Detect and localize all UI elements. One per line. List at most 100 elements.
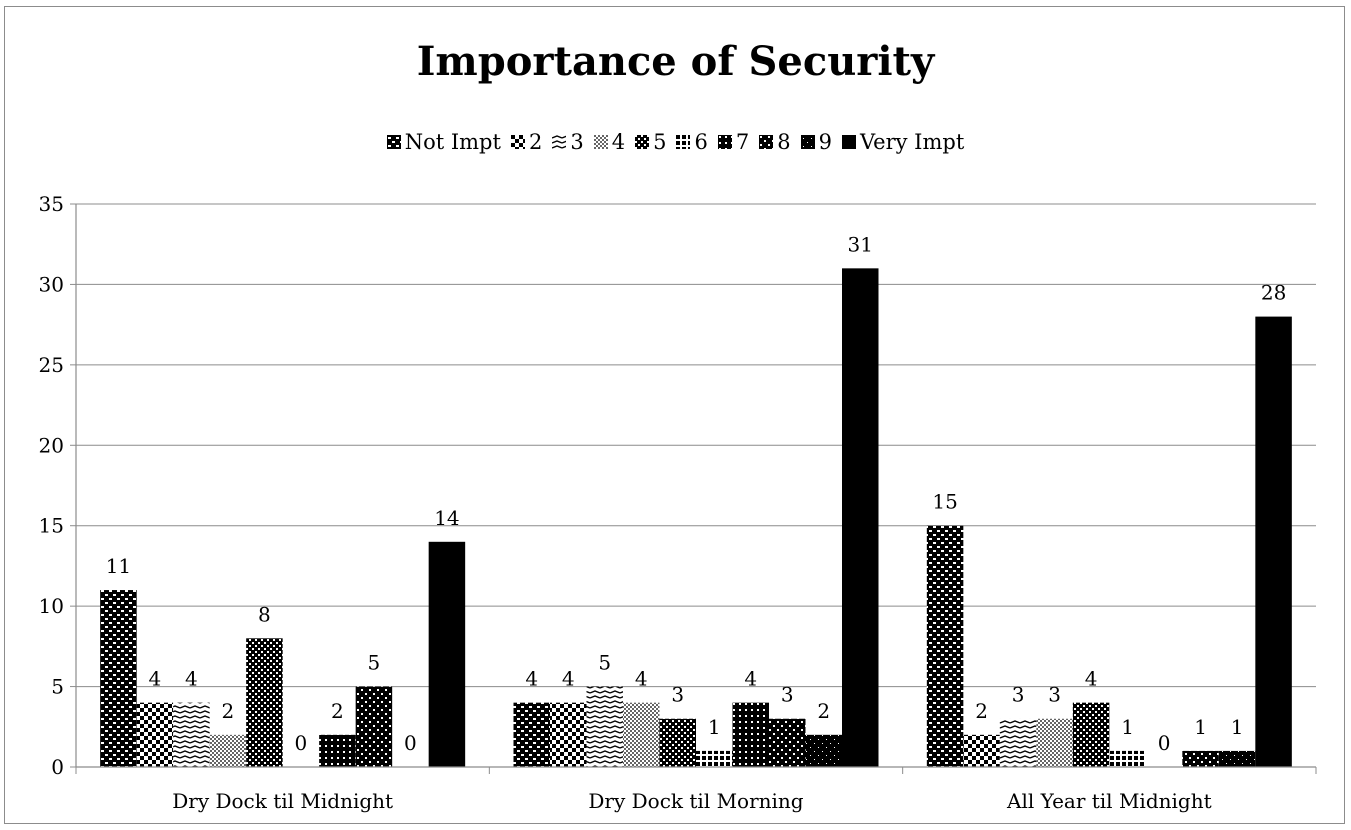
data-label: 4 <box>149 667 162 691</box>
legend-swatch <box>593 135 608 149</box>
bar <box>963 734 1000 767</box>
bar <box>209 734 247 767</box>
data-label: 5 <box>598 651 611 675</box>
legend-label: 5 <box>653 130 667 154</box>
data-label: 5 <box>368 651 381 675</box>
legend-swatch <box>676 135 691 149</box>
category-label: All Year til Midnight <box>1006 789 1212 813</box>
legend: Not Impt 2 3 4 5 6 7 8 9 Very Impt <box>0 130 1351 154</box>
bar <box>173 702 210 767</box>
legend-item: 6 <box>676 130 708 154</box>
axes <box>75 204 1317 774</box>
data-label: 4 <box>1085 667 1098 691</box>
bars <box>100 268 1292 767</box>
data-label: 1 <box>1194 715 1207 739</box>
data-label: 3 <box>1012 683 1025 707</box>
y-tick-label: 0 <box>51 755 64 779</box>
y-tick-label: 5 <box>51 675 64 699</box>
legend-swatch <box>552 135 567 149</box>
legend-label: 9 <box>818 130 832 154</box>
bar <box>623 702 660 767</box>
legend-swatch <box>635 135 650 149</box>
y-tick-label: 35 <box>39 192 64 216</box>
data-label: 4 <box>185 667 198 691</box>
legend-label: 2 <box>528 130 543 154</box>
y-tick-label: 20 <box>39 433 64 457</box>
data-label: 1 <box>708 715 721 739</box>
bar <box>136 702 174 767</box>
data-label: 28 <box>1261 281 1286 305</box>
data-label: 2 <box>331 699 344 723</box>
legend-swatch <box>800 135 815 149</box>
chart-frame <box>4 6 1345 824</box>
bar <box>1109 750 1146 767</box>
bar <box>842 268 879 767</box>
data-label: 11 <box>106 554 131 578</box>
data-label: 2 <box>222 699 235 723</box>
data-label: 15 <box>932 490 957 514</box>
legend-item: Not Impt <box>386 130 501 154</box>
legend-item: 2 <box>510 130 543 154</box>
bar <box>246 638 283 767</box>
legend-item: 4 <box>593 130 626 154</box>
data-label: 3 <box>671 683 684 707</box>
category-labels: Dry Dock til Midnight Dry Dock til Mornin… <box>172 789 1211 813</box>
bar <box>696 750 733 767</box>
bar <box>319 734 356 767</box>
data-label: 4 <box>562 667 575 691</box>
bar <box>100 590 137 767</box>
y-tick-label: 15 <box>39 514 64 538</box>
legend-item: 8 <box>759 130 791 154</box>
legend-label: 4 <box>611 130 626 154</box>
legend-label: 6 <box>694 130 708 154</box>
category-label: Dry Dock til Morning <box>588 789 803 813</box>
bar <box>769 718 806 767</box>
data-label: 0 <box>404 731 417 755</box>
bar <box>732 702 769 767</box>
data-label: 31 <box>848 232 873 256</box>
bar <box>1036 718 1073 767</box>
category-label: Dry Dock til Midnight <box>172 789 393 813</box>
legend-item: 9 <box>800 130 832 154</box>
bar <box>1218 750 1256 767</box>
data-label: 3 <box>1048 683 1061 707</box>
legend-swatch <box>717 135 732 149</box>
bar <box>513 702 550 767</box>
legend-item: 7 <box>717 130 750 154</box>
bar <box>550 702 587 767</box>
legend-item: 3 <box>552 130 584 154</box>
bar <box>586 686 623 767</box>
legend-swatch <box>759 135 774 149</box>
bar <box>999 718 1037 767</box>
legend-swatch <box>386 135 401 149</box>
y-axis-ticks: 0 5 10 15 20 25 30 35 <box>39 192 76 779</box>
data-label: 0 <box>295 731 308 755</box>
bar <box>1072 702 1110 767</box>
legend-swatch <box>510 135 525 149</box>
data-label: 2 <box>817 699 830 723</box>
legend-label: 3 <box>570 130 584 154</box>
legend-label: Not Impt <box>404 130 501 154</box>
data-label: 1 <box>1231 715 1244 739</box>
y-tick-label: 10 <box>39 594 64 618</box>
legend-label: 8 <box>777 130 791 154</box>
legend-swatch <box>841 135 856 149</box>
data-label: 2 <box>975 699 988 723</box>
bar <box>428 541 466 767</box>
data-label: 1 <box>1121 715 1134 739</box>
chart-title: Importance of Security <box>416 38 935 85</box>
bar <box>805 734 842 767</box>
bar <box>1182 750 1219 767</box>
legend-label: 7 <box>735 130 750 154</box>
y-tick-label: 25 <box>39 353 64 377</box>
bar <box>926 525 964 767</box>
data-label: 8 <box>258 602 271 626</box>
bar <box>659 718 696 767</box>
data-label: 4 <box>635 667 648 691</box>
data-label: 3 <box>781 683 794 707</box>
data-label: 0 <box>1158 731 1171 755</box>
data-label: 4 <box>525 667 538 691</box>
legend-label: Very Impt <box>859 130 965 154</box>
